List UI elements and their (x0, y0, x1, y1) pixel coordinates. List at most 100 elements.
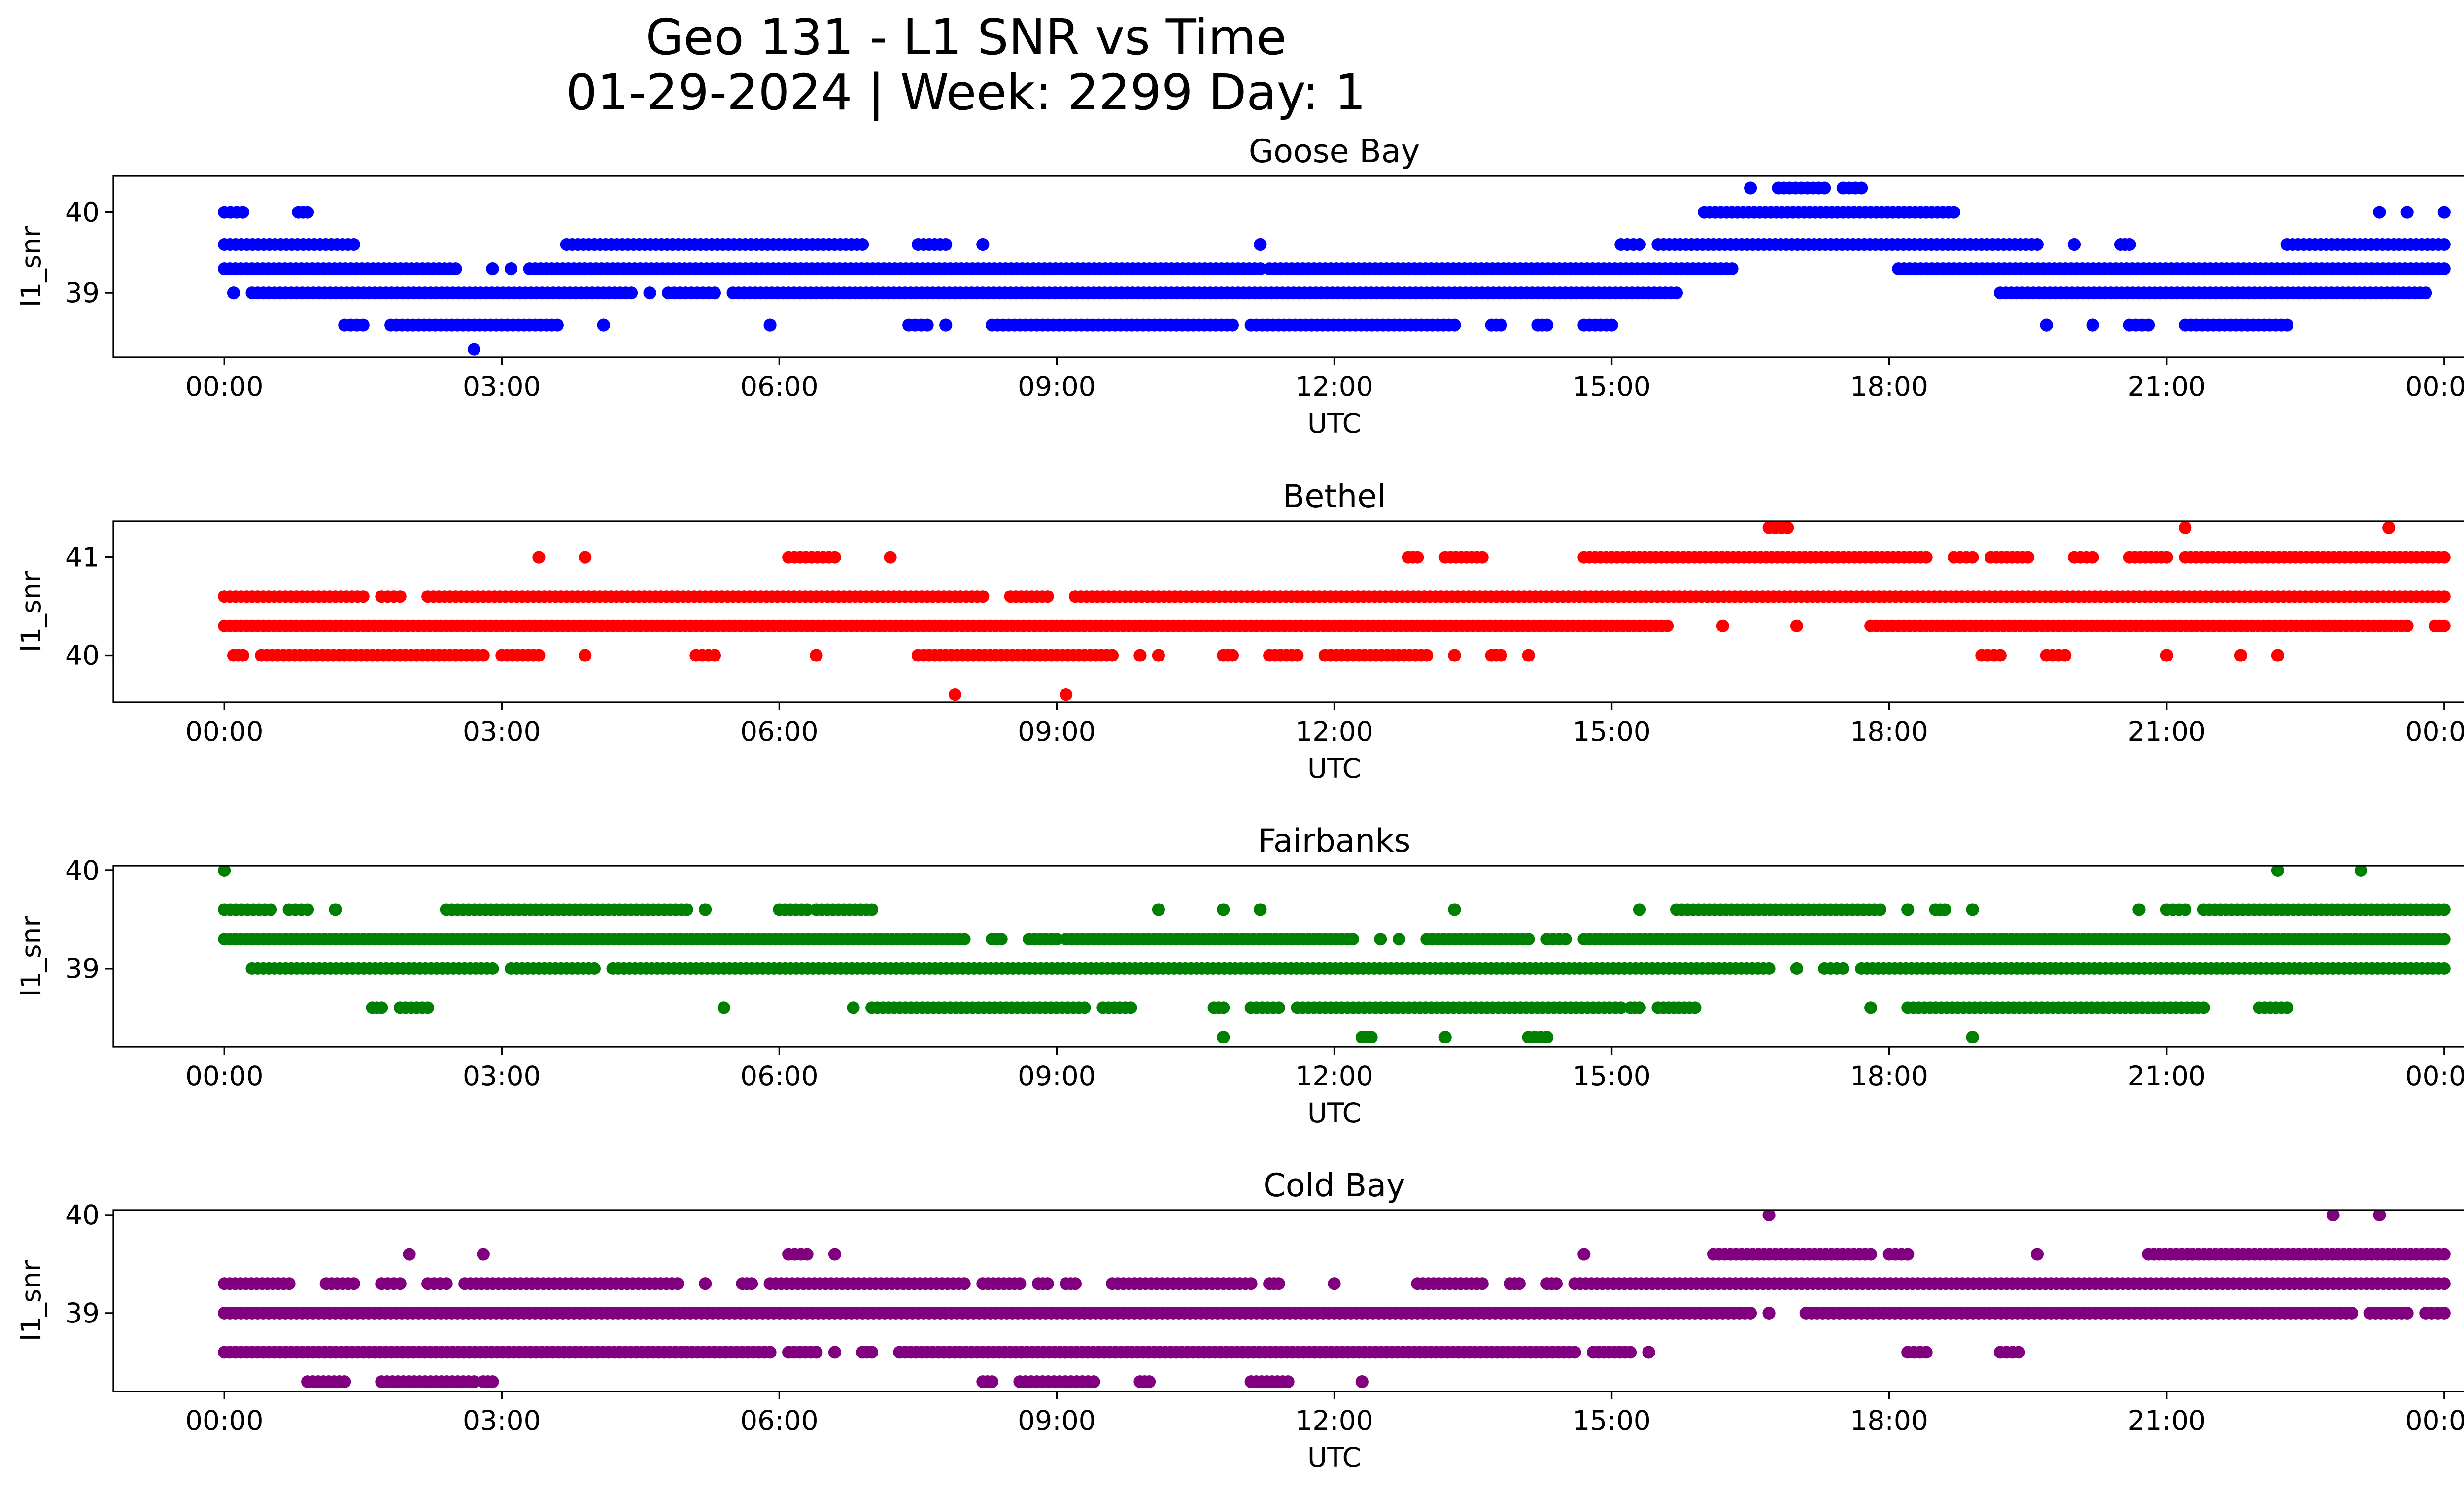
data-point (865, 903, 879, 916)
x-tick-label: 12:00 (1295, 371, 1373, 402)
data-point (2160, 649, 2173, 662)
data-point (1291, 649, 1304, 662)
data-point (1254, 238, 1267, 251)
data-point (218, 866, 231, 877)
x-tick-label: 18:00 (1850, 716, 1928, 747)
data-point (588, 962, 601, 975)
data-point (1522, 649, 1535, 662)
data-point (699, 1277, 712, 1290)
data-point (1614, 1001, 1628, 1014)
data-point (2354, 866, 2367, 877)
data-point (2030, 238, 2044, 251)
data-point (1605, 318, 1618, 332)
data-point (1272, 1277, 1285, 1290)
data-point (939, 318, 953, 332)
y-tick-label: 41 (65, 542, 100, 573)
data-point (2437, 1248, 2451, 1261)
scatter-series (218, 181, 2451, 356)
data-point (994, 933, 1008, 946)
data-point (1938, 903, 1951, 916)
data-point (2086, 551, 2099, 564)
data-point (1244, 1277, 1258, 1290)
x-tick-label: 06:00 (740, 371, 819, 402)
x-tick-label: 00:00 (185, 1405, 264, 1436)
data-point (2437, 933, 2451, 946)
data-point (2030, 1248, 2044, 1261)
x-tick-label: 09:00 (1018, 716, 1096, 747)
data-point (2373, 206, 2386, 219)
data-point (1226, 318, 1239, 332)
data-point (699, 903, 712, 916)
data-point (847, 1001, 860, 1014)
data-point (356, 318, 370, 332)
data-point (2142, 318, 2155, 332)
data-point (2437, 262, 2451, 276)
data-point (329, 903, 342, 916)
scatter-series (218, 1210, 2451, 1389)
data-point (1152, 903, 1165, 916)
data-point (236, 649, 249, 662)
x-tick-label: 00:00 (2405, 1405, 2464, 1436)
data-point (236, 206, 249, 219)
x-tick-label: 18:00 (1850, 1405, 1928, 1436)
y-tick-label: 39 (65, 1297, 100, 1329)
data-point (1633, 1001, 1646, 1014)
data-point (468, 343, 480, 356)
data-point (810, 649, 823, 662)
data-point (486, 1375, 499, 1389)
y-tick-label: 39 (65, 953, 100, 984)
data-point (2132, 903, 2146, 916)
data-point (1901, 1248, 1915, 1261)
data-point (2437, 1277, 2451, 1290)
data-point (1438, 1031, 1452, 1044)
data-point (2280, 318, 2293, 332)
data-point (2327, 1210, 2340, 1221)
data-point (2437, 238, 2451, 251)
data-point (1254, 903, 1267, 916)
data-point (2179, 521, 2192, 534)
data-point (532, 649, 546, 662)
data-point (375, 1001, 388, 1014)
data-point (1355, 1375, 1369, 1389)
data-point (1281, 1375, 1295, 1389)
data-point (921, 318, 934, 332)
x-axis-label: UTC (1307, 753, 1361, 784)
data-point (393, 1277, 407, 1290)
data-point (2437, 619, 2451, 632)
data-point (1152, 649, 1165, 662)
data-point (1818, 181, 1831, 195)
data-point (708, 286, 721, 300)
chart-title-line-2: 01-29-2024 | Week: 2299 Day: 1 (566, 64, 1366, 121)
x-tick-label: 15:00 (1573, 716, 1651, 747)
data-point (347, 238, 360, 251)
data-point (1272, 1001, 1285, 1014)
x-tick-label: 06:00 (740, 716, 819, 747)
x-tick-label: 00:00 (185, 716, 264, 747)
data-point (1559, 933, 1572, 946)
data-point (1540, 1031, 1554, 1044)
x-tick-label: 06:00 (740, 1060, 819, 1092)
data-point (1919, 551, 1933, 564)
data-point (1328, 1277, 1341, 1290)
data-point (1475, 551, 1489, 564)
x-tick-label: 12:00 (1295, 1060, 1373, 1092)
data-point (1836, 962, 1849, 975)
x-tick-label: 12:00 (1295, 1405, 1373, 1436)
data-point (1919, 1346, 1933, 1359)
x-tick-label: 21:00 (2127, 371, 2206, 402)
data-point (1041, 590, 1054, 603)
data-point (1494, 318, 1507, 332)
data-point (1078, 1001, 1091, 1014)
data-point (1217, 1001, 1230, 1014)
data-point (2437, 206, 2451, 219)
data-point (1744, 181, 1757, 195)
data-point (301, 206, 314, 219)
data-point (264, 903, 277, 916)
data-point (1069, 1277, 1082, 1290)
data-point (1855, 181, 1868, 195)
data-point (2271, 866, 2284, 877)
